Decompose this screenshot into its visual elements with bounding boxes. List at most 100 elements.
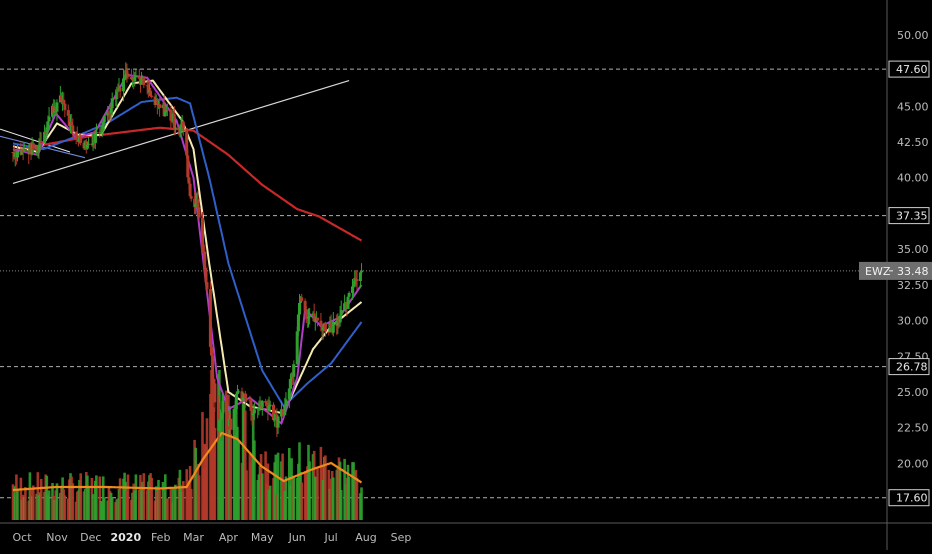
candle-body xyxy=(197,207,201,218)
y-tick-label: 20.00 xyxy=(897,457,929,470)
candle xyxy=(179,117,183,138)
candle-body xyxy=(298,302,301,315)
candle-body xyxy=(115,90,119,99)
volume-bar xyxy=(32,485,35,520)
candle xyxy=(201,212,204,253)
candle xyxy=(169,105,173,130)
candle-body xyxy=(353,278,357,285)
candle-body xyxy=(229,418,233,430)
axis-labels: 50.0047.5045.0042.5040.0037.5035.0032.50… xyxy=(12,29,932,544)
candle xyxy=(308,307,312,325)
candle-body xyxy=(251,413,255,416)
candle xyxy=(211,351,215,381)
candle-body xyxy=(37,145,41,152)
candle-body xyxy=(187,177,191,184)
candle xyxy=(360,263,363,275)
candle-body xyxy=(125,70,129,74)
candle xyxy=(237,389,241,395)
candle xyxy=(197,199,201,222)
volume-ma-line xyxy=(12,431,363,492)
candle-body xyxy=(179,124,183,128)
candle xyxy=(39,132,43,150)
ma-50-line xyxy=(12,96,363,408)
volume-bar xyxy=(237,440,240,520)
candle-body xyxy=(85,144,89,149)
volume-bar xyxy=(164,474,167,520)
candle-body xyxy=(347,293,351,297)
candle-body xyxy=(252,409,256,414)
price-label-symbol: EWZ xyxy=(865,265,891,278)
candle-body xyxy=(221,400,225,414)
candle-body xyxy=(126,73,130,77)
candles xyxy=(11,62,363,441)
candle-body xyxy=(308,316,312,317)
x-tick-label: Aug xyxy=(355,531,376,544)
candle xyxy=(87,136,91,147)
candle-body xyxy=(346,296,350,309)
candle xyxy=(62,92,66,106)
level-label-text: 47.60 xyxy=(896,63,928,76)
candle-body xyxy=(71,125,75,132)
candle-body xyxy=(150,95,154,97)
candle xyxy=(185,128,189,159)
candle xyxy=(186,149,190,181)
candle-body xyxy=(219,419,222,421)
candle-body xyxy=(208,289,212,347)
candle xyxy=(126,72,130,79)
volume-bar xyxy=(347,477,351,520)
candle-body xyxy=(220,413,224,420)
candle xyxy=(155,97,159,115)
candle xyxy=(296,312,300,336)
candle xyxy=(149,87,153,98)
candle-body xyxy=(146,85,150,93)
candle xyxy=(146,79,150,98)
y-tick-label: 50.00 xyxy=(897,29,929,42)
candle-body xyxy=(213,383,217,403)
y-tick-label: 32.50 xyxy=(897,279,929,292)
candle xyxy=(256,407,260,419)
candle-body xyxy=(354,278,358,280)
candle-body xyxy=(178,127,182,129)
candle xyxy=(63,100,67,118)
x-tick-label: Jun xyxy=(288,531,306,544)
candle-body xyxy=(250,410,254,416)
candle xyxy=(272,402,275,422)
volume-bar xyxy=(79,473,82,520)
candle xyxy=(173,119,177,135)
candle-body xyxy=(331,321,335,333)
volume-bar xyxy=(355,477,359,520)
candle-body xyxy=(66,110,70,116)
candle-body xyxy=(351,286,354,293)
candle-body xyxy=(256,408,260,410)
candle-body xyxy=(74,131,78,137)
candle xyxy=(331,311,335,337)
volume-bar xyxy=(174,484,177,520)
x-tick-label: 2020 xyxy=(110,531,141,544)
candle-body xyxy=(249,400,253,411)
candle-body xyxy=(283,404,287,415)
y-tick-label: 42.50 xyxy=(897,136,929,149)
candle xyxy=(115,86,119,108)
candle-body xyxy=(163,111,167,117)
candle-body xyxy=(287,388,291,400)
candle-body xyxy=(203,251,207,268)
candle xyxy=(303,298,307,320)
level-label-47-60: 47.60 xyxy=(888,60,930,78)
volume-bar xyxy=(308,461,311,520)
candle-body xyxy=(129,76,133,79)
x-tick-label: Apr xyxy=(219,531,239,544)
candle-body xyxy=(300,297,304,301)
candle-body xyxy=(233,408,237,410)
candle-body xyxy=(39,141,43,144)
candle xyxy=(22,142,26,152)
level-label-17-60: 17.60 xyxy=(888,489,930,507)
candle-body xyxy=(211,355,215,380)
candle-body xyxy=(166,109,169,111)
volume-bar xyxy=(47,490,51,520)
candle-body xyxy=(46,121,50,128)
candle xyxy=(20,148,24,155)
candle xyxy=(101,119,105,136)
candle-body xyxy=(75,136,79,140)
candle xyxy=(85,141,89,150)
